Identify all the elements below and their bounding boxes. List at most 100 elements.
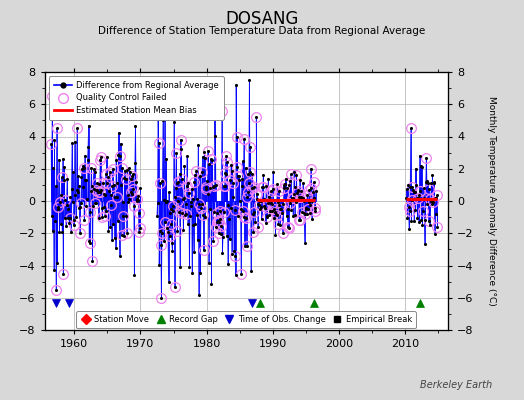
Point <box>203 178 211 184</box>
Point <box>181 211 190 218</box>
Point <box>103 154 111 160</box>
Point <box>254 201 263 208</box>
Point <box>296 177 304 183</box>
Point <box>65 220 73 227</box>
Point <box>269 168 278 175</box>
Point <box>172 150 180 156</box>
Point <box>425 186 433 192</box>
Point <box>234 173 243 180</box>
Point <box>252 114 260 120</box>
Point <box>225 216 233 222</box>
Point <box>62 202 71 208</box>
Point <box>130 272 138 278</box>
Point <box>222 153 230 160</box>
Point <box>177 146 185 152</box>
Point <box>89 258 97 264</box>
Point <box>279 201 287 207</box>
Point <box>190 179 199 186</box>
Point <box>86 188 95 194</box>
Point <box>158 178 167 185</box>
Point <box>237 176 246 182</box>
Point <box>429 199 437 206</box>
Point <box>136 225 144 232</box>
Point <box>167 220 176 227</box>
Point <box>406 208 414 214</box>
Point <box>101 213 110 219</box>
Point <box>183 152 191 159</box>
Point <box>183 220 192 227</box>
Point <box>242 164 250 171</box>
Point <box>156 228 164 234</box>
Point <box>196 270 205 276</box>
Point <box>113 180 121 186</box>
Point <box>306 201 314 208</box>
Point <box>225 236 234 242</box>
Point <box>198 168 206 175</box>
Point <box>222 171 231 178</box>
Point <box>125 165 134 171</box>
Point <box>260 196 268 203</box>
Point <box>85 240 94 246</box>
Point <box>83 195 91 202</box>
Point <box>248 170 256 177</box>
Point <box>268 200 276 207</box>
Point <box>80 164 88 171</box>
Point <box>233 134 242 141</box>
Point <box>48 93 57 99</box>
Point <box>168 248 177 255</box>
Point <box>297 194 305 200</box>
Point <box>203 190 212 197</box>
Point <box>213 209 222 216</box>
Point <box>188 186 196 193</box>
Point <box>228 168 236 174</box>
Point <box>202 185 210 192</box>
Point <box>216 216 224 222</box>
Point <box>70 222 78 228</box>
Point <box>92 187 101 193</box>
Point <box>254 224 262 230</box>
Point <box>291 184 300 190</box>
Point <box>189 222 198 228</box>
Point <box>238 183 246 189</box>
Point <box>132 122 140 129</box>
Point <box>430 180 438 186</box>
Point <box>420 241 429 248</box>
Point <box>423 178 431 184</box>
Point <box>91 168 99 175</box>
Point <box>193 237 202 243</box>
Point <box>288 195 296 201</box>
Point <box>276 222 284 229</box>
Point <box>423 201 432 207</box>
Point <box>134 197 142 203</box>
Point <box>96 154 105 161</box>
Point <box>263 213 271 219</box>
Point <box>270 206 279 212</box>
Point <box>301 239 309 246</box>
Point <box>433 192 441 198</box>
Point <box>409 187 417 194</box>
Point <box>52 286 60 293</box>
Point <box>219 234 227 240</box>
Point <box>129 171 137 177</box>
Point <box>433 224 442 230</box>
Point <box>217 231 225 237</box>
Point <box>89 203 97 209</box>
Point <box>100 190 108 197</box>
Point <box>204 148 212 154</box>
Point <box>104 228 113 235</box>
Point <box>265 212 274 218</box>
Point <box>92 200 100 206</box>
Point <box>250 209 258 215</box>
Point <box>173 228 181 234</box>
Point <box>69 169 77 176</box>
Point <box>78 166 86 172</box>
Point <box>255 198 264 204</box>
Point <box>424 218 433 224</box>
Point <box>215 219 223 225</box>
Point <box>287 171 295 178</box>
Point <box>161 219 169 225</box>
Point <box>281 181 289 187</box>
Point <box>214 230 223 236</box>
Point <box>79 184 88 190</box>
Point <box>299 180 307 186</box>
